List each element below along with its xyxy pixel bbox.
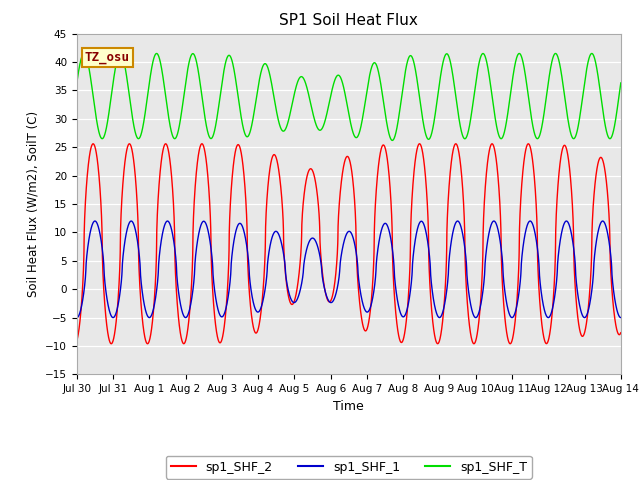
sp1_SHF_2 [427, 296, 435, 302]
X-axis label: Time: Time [333, 400, 364, 413]
sp1_SHF_T [281, 128, 289, 133]
sp1_SHF_1 [427, 271, 435, 276]
sp1_SHF_1 [172, 253, 179, 259]
Title: SP1 Soil Heat Flux: SP1 Soil Heat Flux [280, 13, 418, 28]
sp1_SHF_2 [172, 276, 180, 281]
sp1_SHF_T [479, 51, 486, 57]
sp1_SHF_1 [617, 315, 625, 321]
sp1_SHF_T [172, 135, 179, 141]
sp1_SHF_1 [281, 258, 289, 264]
sp1_SHF_2 [73, 338, 81, 344]
sp1_SHF_2 [281, 262, 289, 268]
sp1_SHF_T [427, 133, 435, 139]
sp1_SHF_T [73, 80, 81, 86]
sp1_SHF_2 [520, 156, 528, 162]
sp1_SHF_1 [479, 290, 486, 296]
sp1_SHF_1 [73, 315, 81, 321]
Line: sp1_SHF_2: sp1_SHF_2 [77, 144, 621, 344]
sp1_SHF_2 [144, 341, 152, 347]
sp1_SHF_1 [520, 237, 528, 243]
Line: sp1_SHF_T: sp1_SHF_T [77, 53, 621, 141]
Line: sp1_SHF_1: sp1_SHF_1 [77, 221, 621, 318]
sp1_SHF_T [520, 65, 528, 71]
sp1_SHF_2 [617, 330, 625, 336]
sp1_SHF_2 [479, 248, 487, 253]
sp1_SHF_2 [415, 141, 423, 146]
Y-axis label: Soil Heat Flux (W/m2), SoilT (C): Soil Heat Flux (W/m2), SoilT (C) [26, 111, 40, 297]
sp1_SHF_T [617, 80, 625, 86]
sp1_SHF_T [552, 50, 559, 56]
Text: TZ_osu: TZ_osu [85, 51, 130, 64]
Legend: sp1_SHF_2, sp1_SHF_1, sp1_SHF_T: sp1_SHF_2, sp1_SHF_1, sp1_SHF_T [166, 456, 532, 479]
sp1_SHF_2 [399, 337, 407, 343]
sp1_SHF_T [399, 83, 407, 89]
sp1_SHF_T [388, 138, 396, 144]
sp1_SHF_1 [399, 314, 407, 320]
sp1_SHF_1 [563, 218, 570, 224]
